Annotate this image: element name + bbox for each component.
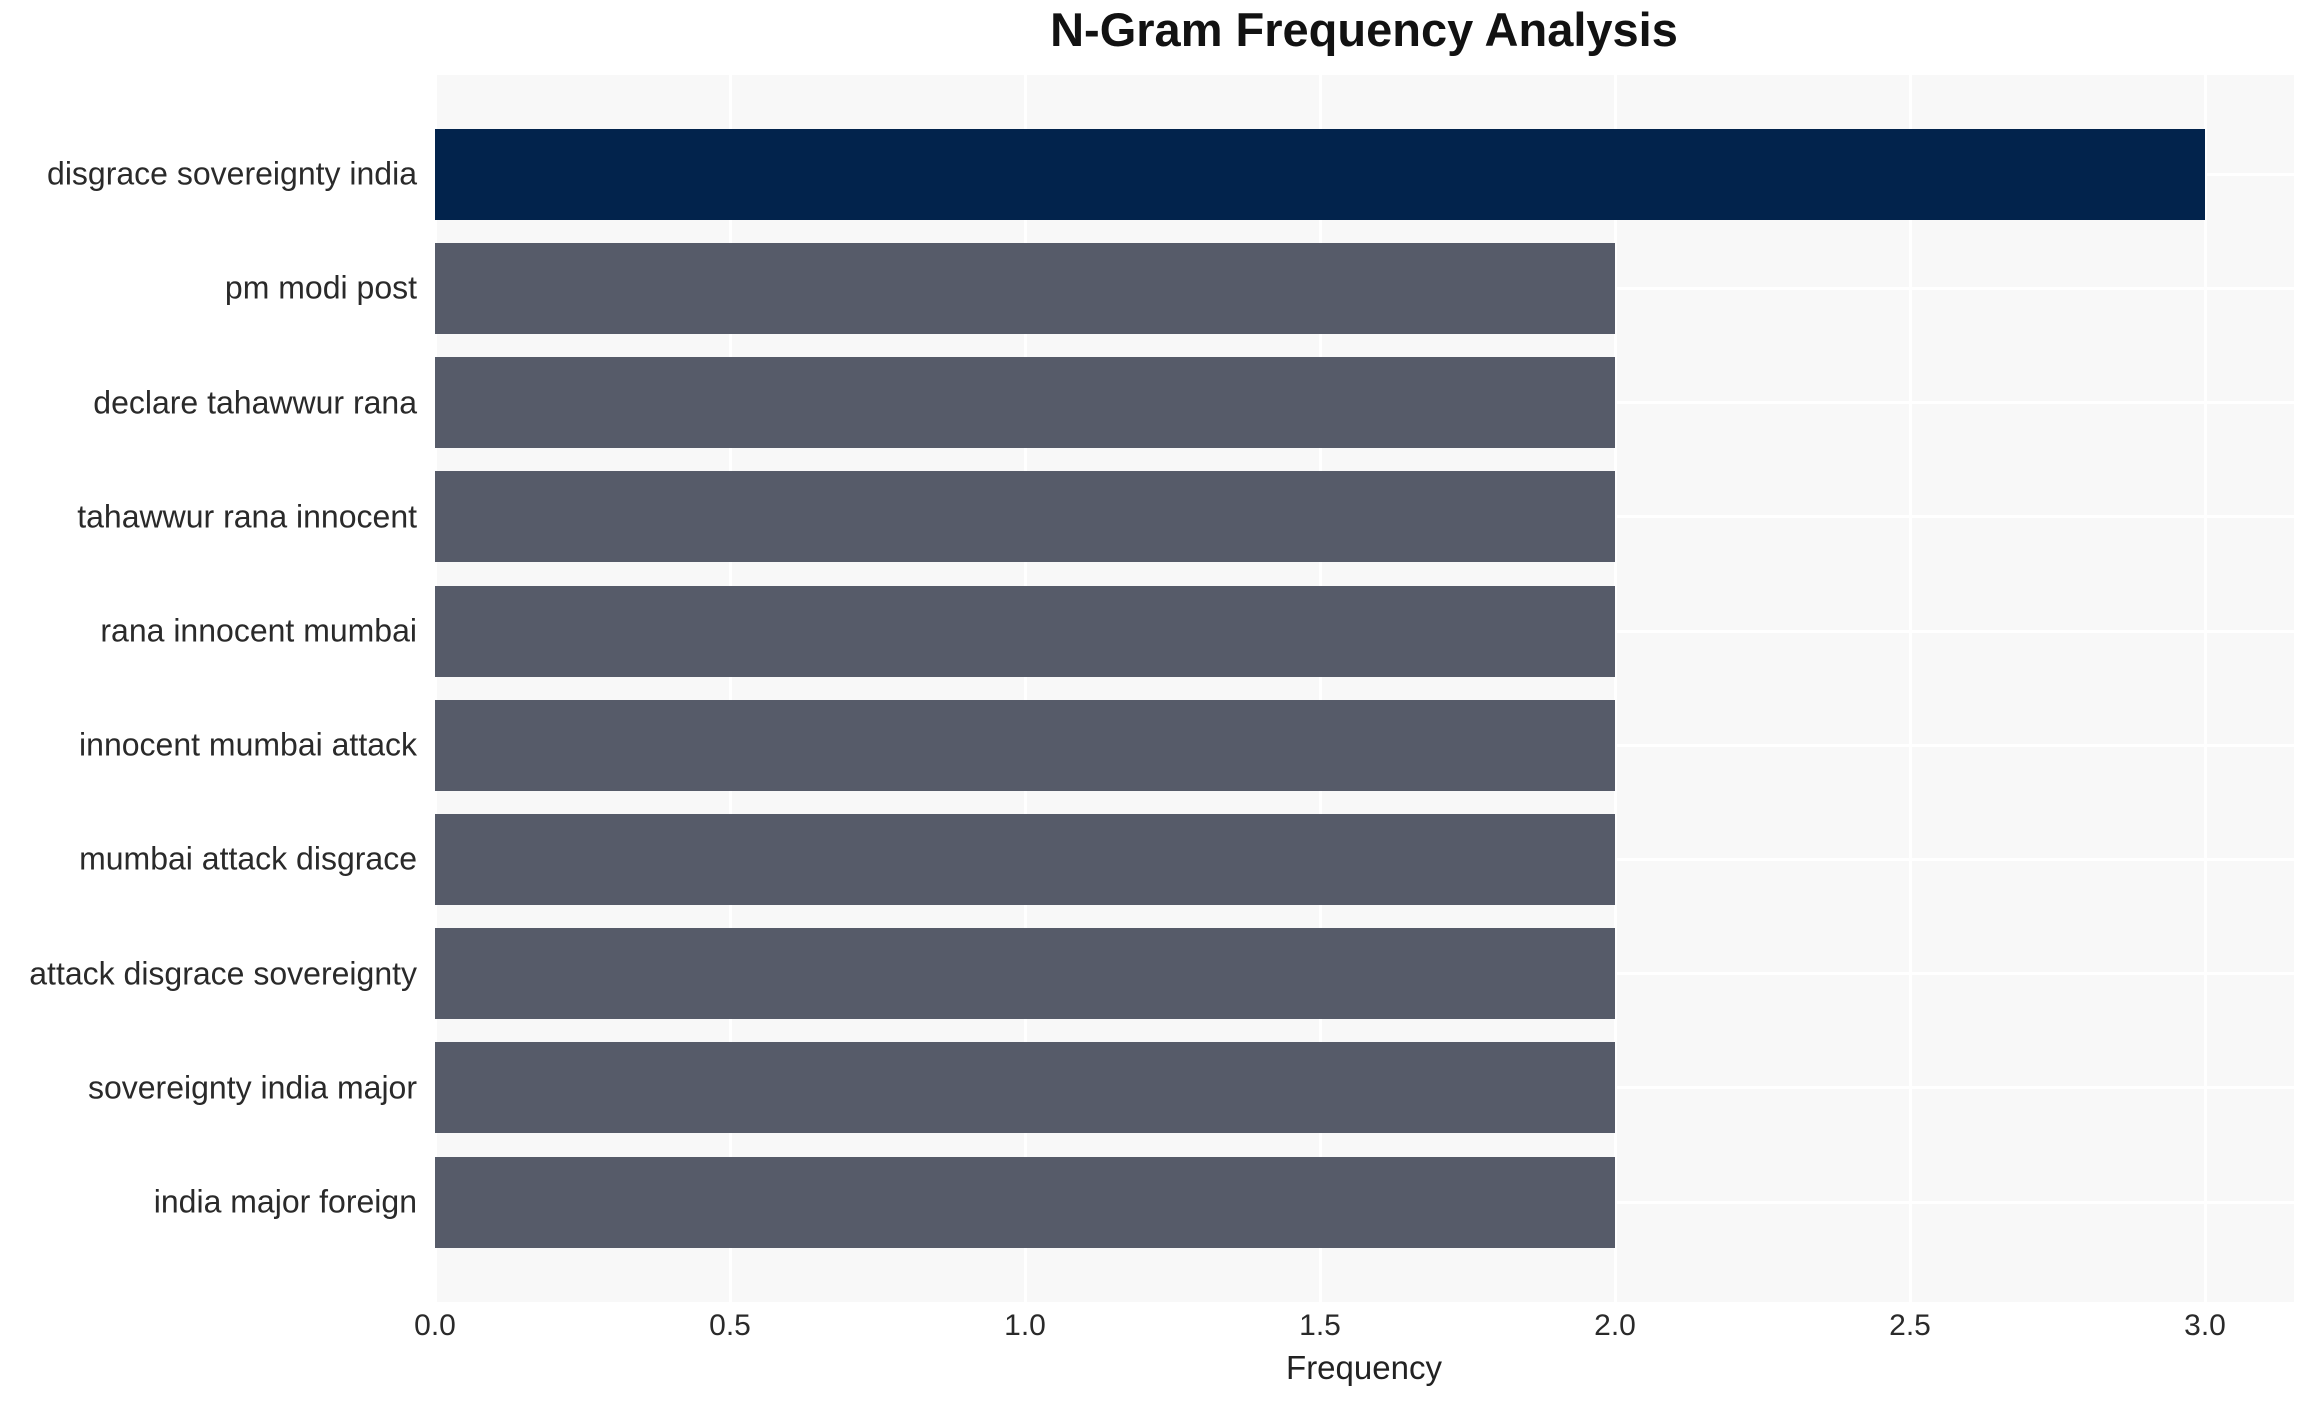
bar xyxy=(435,242,1615,334)
y-tick-label: disgrace sovereignty india xyxy=(47,155,417,192)
chart-title: N-Gram Frequency Analysis xyxy=(1050,3,1678,56)
bar xyxy=(435,928,1615,1020)
x-tick-label: 1.5 xyxy=(1299,1309,1341,1342)
bar xyxy=(435,813,1615,905)
y-tick-label: attack disgrace sovereignty xyxy=(29,955,417,992)
gridline-vertical xyxy=(2203,75,2207,1302)
bar xyxy=(435,357,1615,449)
bar xyxy=(435,585,1615,677)
x-tick-label: 1.0 xyxy=(1004,1309,1046,1342)
y-tick-label: tahawwur rana innocent xyxy=(77,498,417,535)
y-axis-labels: disgrace sovereignty india pm modi post de… xyxy=(0,75,417,1302)
gridline-vertical xyxy=(1908,75,1912,1302)
x-tick-label: 3.0 xyxy=(2184,1309,2226,1342)
x-tick-label: 0.5 xyxy=(709,1309,751,1342)
x-axis-ticks: 0.0 0.5 1.0 1.5 2.0 2.5 3.0 xyxy=(414,1309,2294,1349)
gridline-vertical xyxy=(1613,75,1617,1302)
bar xyxy=(435,699,1615,791)
y-tick-label: innocent mumbai attack xyxy=(79,726,417,763)
y-tick-label: india major foreign xyxy=(153,1183,417,1220)
y-tick-label: declare tahawwur rana xyxy=(93,384,417,421)
x-tick-label: 0.0 xyxy=(414,1309,456,1342)
gridline-vertical xyxy=(433,75,437,1302)
x-tick-label: 2.5 xyxy=(1889,1309,1931,1342)
y-tick-label: pm modi post xyxy=(224,269,417,306)
gridline-vertical xyxy=(1023,75,1027,1302)
y-tick-label: sovereignty india major xyxy=(87,1069,417,1106)
bar xyxy=(435,1042,1615,1134)
y-tick-label: rana innocent mumbai xyxy=(100,612,417,649)
bar xyxy=(435,1156,1615,1248)
x-axis-title: Frequency xyxy=(1286,1349,1442,1386)
bar xyxy=(435,471,1615,563)
gridline-vertical xyxy=(728,75,732,1302)
gridline-vertical xyxy=(1318,75,1322,1302)
x-tick-label: 2.0 xyxy=(1594,1309,1636,1342)
y-tick-label: mumbai attack disgrace xyxy=(79,840,417,877)
plot-area xyxy=(433,75,2294,1302)
bar xyxy=(435,128,2205,220)
